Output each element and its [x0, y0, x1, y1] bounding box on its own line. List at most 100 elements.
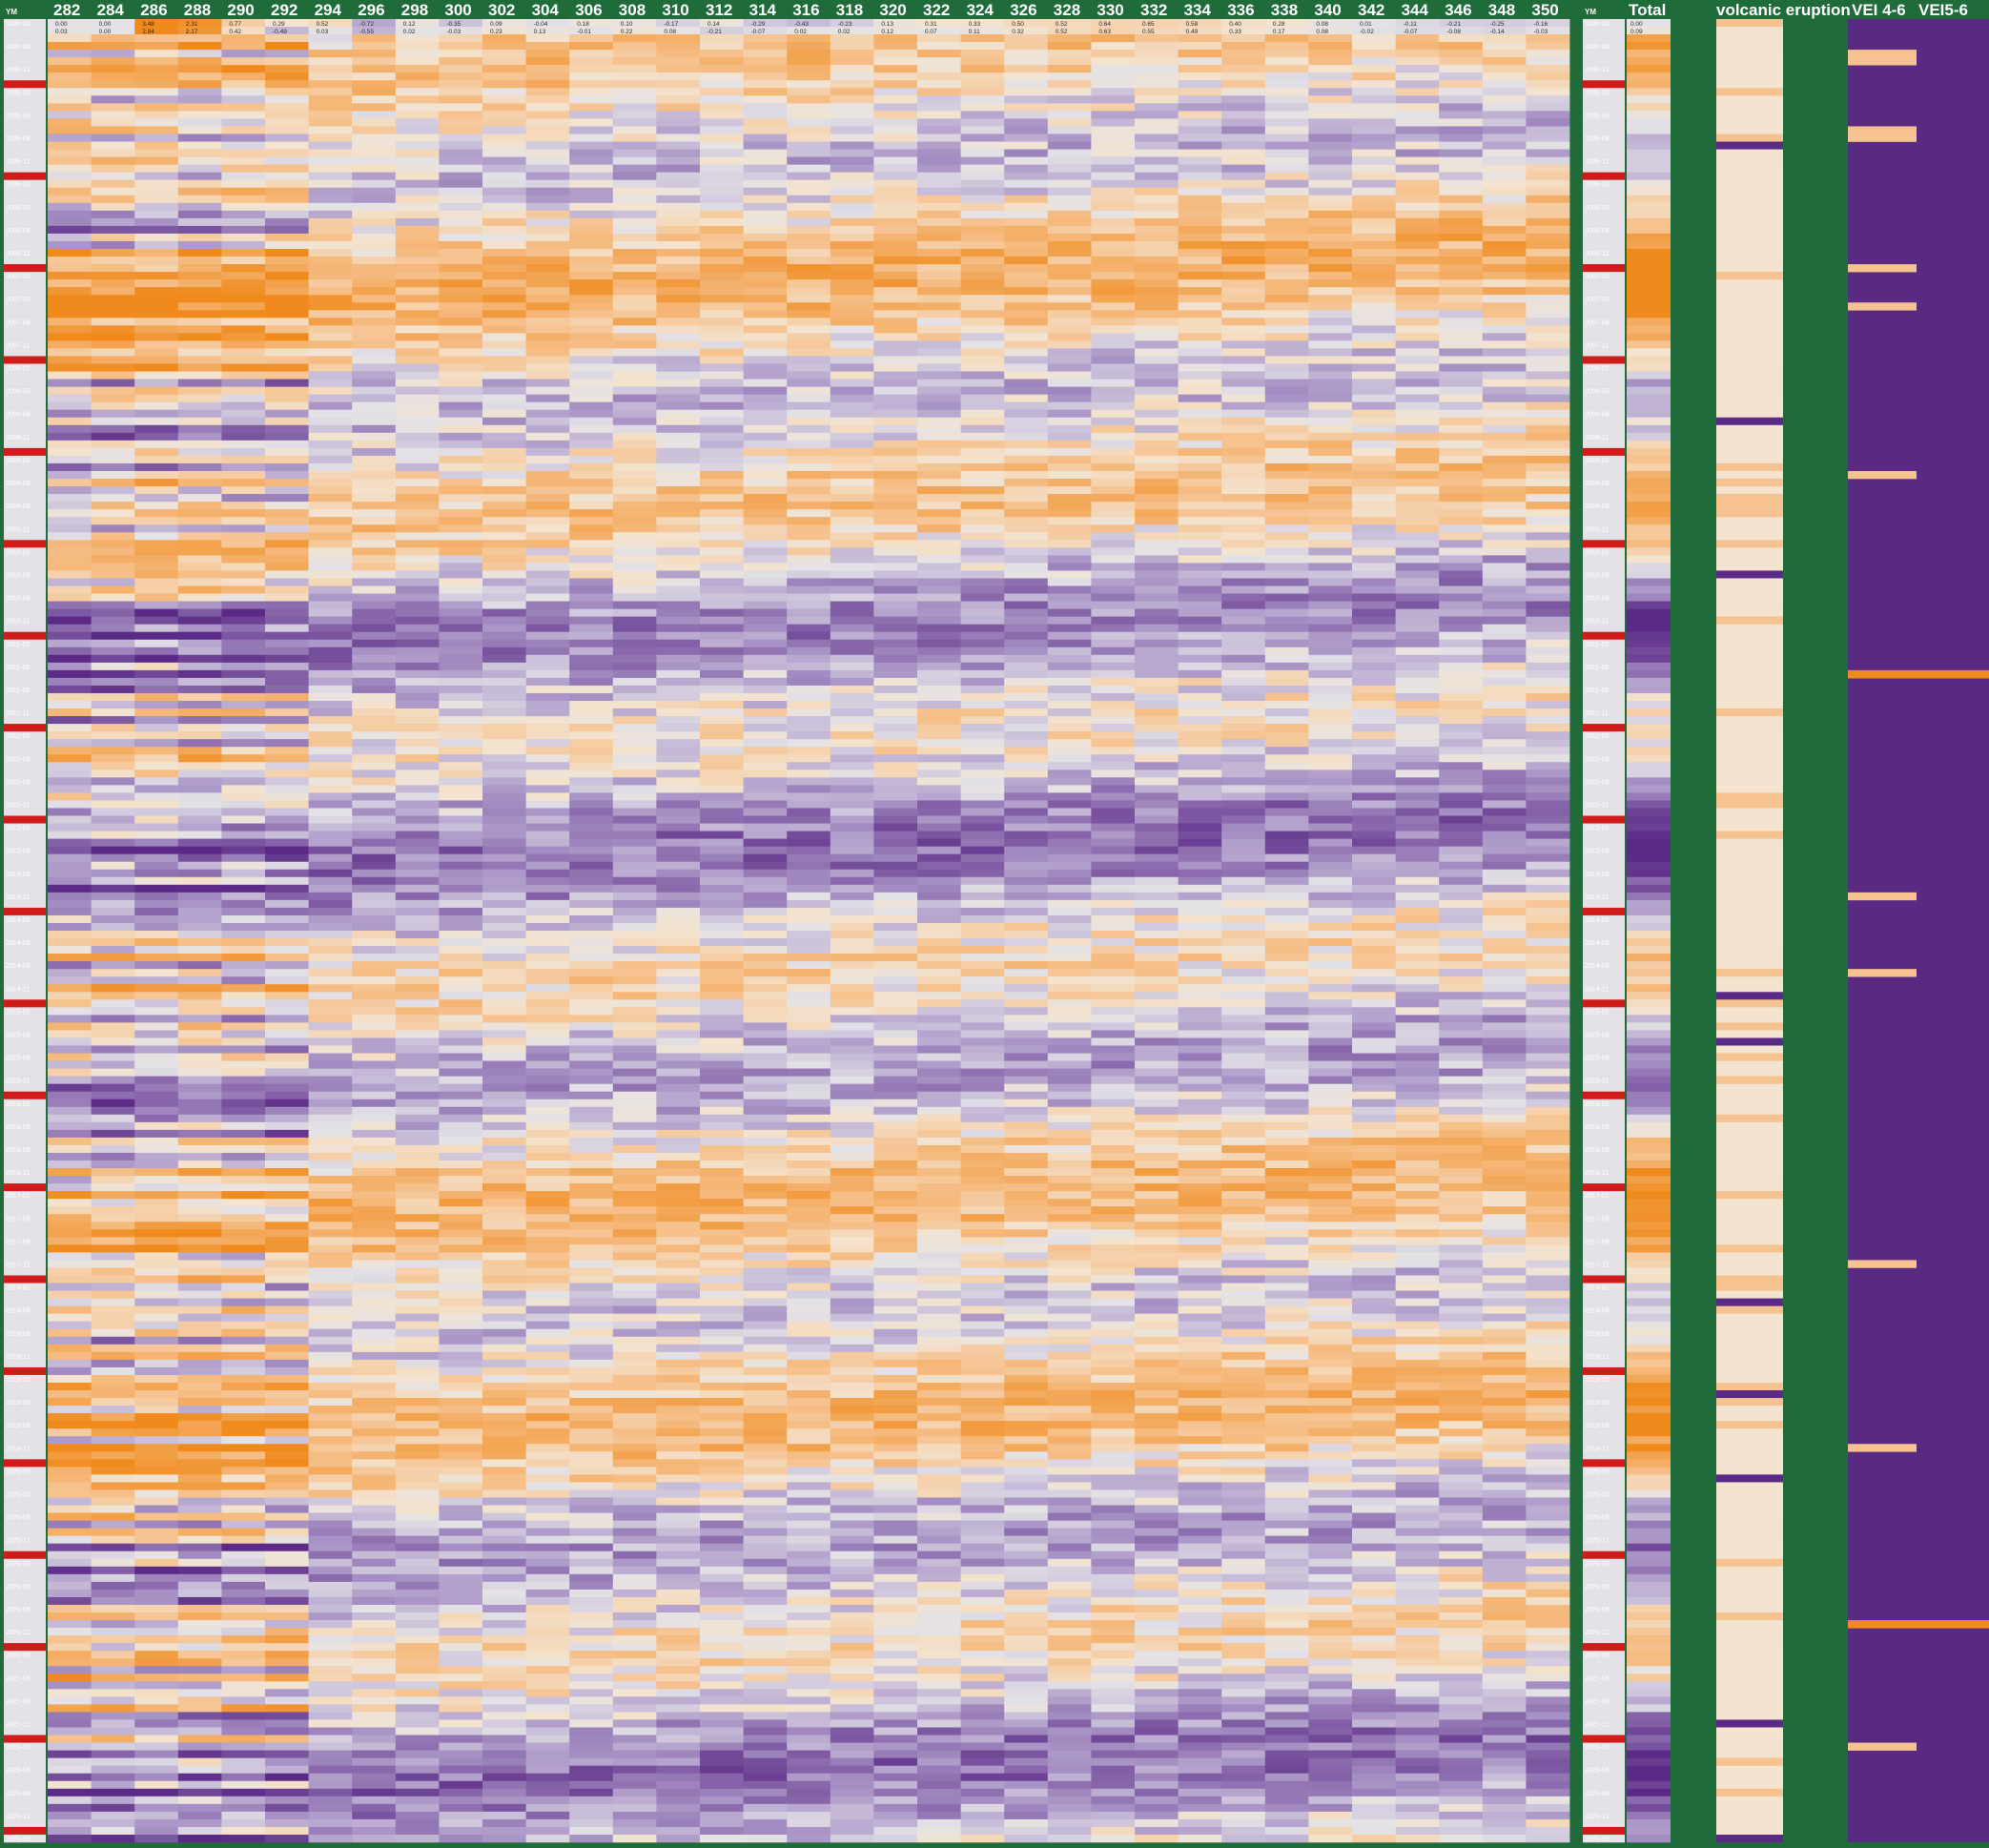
heat-cell	[1135, 608, 1179, 617]
heat-cell	[48, 907, 92, 916]
heat-cell	[1221, 540, 1266, 548]
heat-cell	[439, 164, 483, 173]
heat-cell	[1308, 356, 1353, 364]
heat-cell	[482, 861, 526, 871]
ym-cell	[4, 272, 46, 280]
heat-cell	[1178, 762, 1222, 770]
heat-cell	[1264, 631, 1309, 641]
heat-cell	[1221, 509, 1266, 518]
heat-cell	[612, 470, 657, 480]
heat-cell	[1352, 800, 1396, 809]
ym-cell	[4, 440, 46, 449]
ym-cell-right	[1583, 931, 1625, 939]
heat-cell	[960, 532, 1005, 541]
heat-cell	[569, 639, 614, 648]
heat-cell	[787, 914, 831, 924]
heat-cell	[1004, 907, 1049, 916]
heat-cell	[1221, 195, 1266, 204]
heat-cell	[569, 631, 614, 641]
heat-cell	[352, 823, 397, 832]
heat-cell	[48, 149, 92, 157]
ym-cell	[4, 88, 46, 96]
heat-cell	[569, 914, 614, 924]
heat-cell	[134, 524, 179, 533]
heat-cell	[1004, 179, 1049, 189]
heat-cell	[1352, 19, 1396, 28]
heat-cell	[1395, 685, 1440, 694]
heat-cell	[177, 700, 222, 709]
ym-cell-right	[1583, 272, 1625, 280]
volcanic-cell	[1716, 318, 1783, 326]
heat-cell	[221, 462, 266, 472]
heat-cell	[1004, 792, 1049, 801]
heat-cell	[1178, 922, 1222, 932]
total-cell	[1627, 892, 1671, 901]
vei-4-6-marker	[1848, 470, 1917, 480]
heat-cell	[352, 547, 397, 556]
heat-cell	[1439, 371, 1484, 380]
heat-cell	[482, 914, 526, 924]
heat-cell	[1526, 279, 1570, 288]
ym-cell	[4, 217, 46, 227]
heat-cell	[700, 555, 744, 564]
ym-cell	[4, 831, 46, 839]
heat-cell	[308, 172, 353, 181]
ym-cell	[4, 984, 46, 993]
heat-cell	[395, 838, 440, 847]
volcanic-cell	[1716, 601, 1783, 609]
ym-cell-right	[1583, 815, 1625, 824]
heat-cell	[960, 141, 1005, 150]
heat-cell	[1047, 447, 1092, 457]
heat-cell	[743, 133, 788, 142]
heat-cell	[525, 808, 570, 816]
heat-cell	[743, 225, 788, 235]
heat-cell	[700, 777, 744, 786]
heat-cell	[1221, 486, 1266, 495]
heat-cell	[1221, 708, 1266, 717]
heat-cell	[1004, 677, 1049, 687]
heat-cell	[743, 386, 788, 395]
heat-cell	[1395, 731, 1440, 740]
heat-cell	[569, 195, 614, 204]
heat-cell	[91, 479, 135, 487]
volcanic-cell	[1716, 27, 1783, 35]
heat-cell	[177, 401, 222, 411]
heat-cell	[1352, 869, 1396, 878]
heat-cell	[1395, 88, 1440, 96]
heat-cell	[917, 156, 961, 165]
heat-cell	[91, 340, 135, 349]
heat-cell	[91, 708, 135, 717]
heat-cell	[221, 838, 266, 847]
heat-cell	[48, 639, 92, 648]
volcanic-cell	[1716, 724, 1783, 732]
heat-cell	[1439, 72, 1484, 81]
volcanic-cell	[1716, 639, 1783, 648]
heat-cell	[1308, 50, 1353, 58]
ym-cell-right	[1583, 156, 1625, 165]
heat-cell	[352, 984, 397, 993]
heat-cell	[482, 179, 526, 189]
heat-cell	[48, 462, 92, 472]
volcanic-cell	[1716, 708, 1783, 717]
heat-cell	[656, 424, 701, 434]
heat-cell	[1091, 172, 1136, 181]
heat-cell	[1308, 287, 1353, 296]
heat-cell	[656, 141, 701, 150]
volcanic-cell	[1716, 401, 1783, 411]
heat-cell	[1178, 731, 1222, 740]
heat-cell	[352, 379, 397, 387]
heat-cell	[1395, 494, 1440, 503]
heat-cell	[569, 310, 614, 318]
heat-cell	[743, 616, 788, 625]
heat-cell	[1264, 27, 1309, 35]
ym-cell-right	[1583, 739, 1625, 748]
heat-cell	[743, 264, 788, 273]
heat-cell	[1482, 654, 1527, 664]
heat-cell	[1178, 80, 1222, 89]
total-cell	[1627, 716, 1671, 725]
heat-cell	[439, 747, 483, 755]
heat-cell	[960, 172, 1005, 181]
heat-cell	[134, 777, 179, 786]
total-cell	[1627, 647, 1671, 656]
heat-cell	[1178, 333, 1222, 341]
